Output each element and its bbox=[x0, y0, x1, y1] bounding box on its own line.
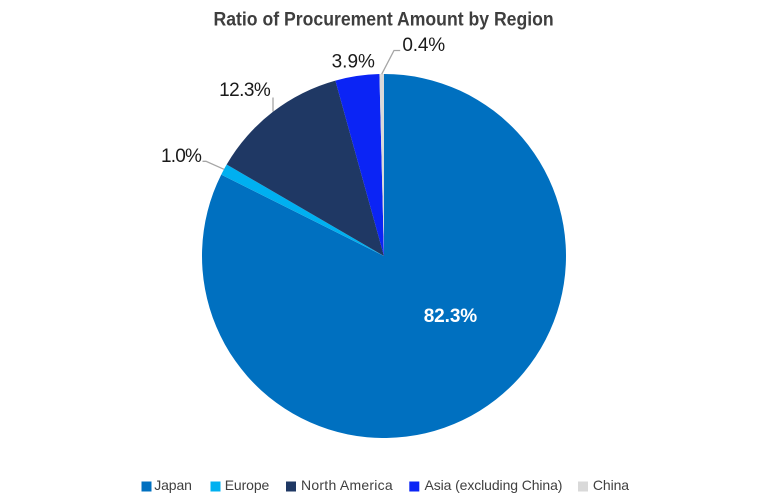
svg-text:82.3%: 82.3% bbox=[424, 306, 478, 327]
svg-text:3.9%: 3.9% bbox=[332, 52, 375, 73]
svg-text:1.0%: 1.0% bbox=[161, 146, 202, 167]
svg-text:Asia (excluding China): Asia (excluding China) bbox=[425, 477, 563, 493]
svg-text:12.3%: 12.3% bbox=[219, 80, 271, 101]
svg-text:Ratio of Procurement Amount by: Ratio of Procurement Amount by Region bbox=[214, 8, 554, 30]
svg-text:North America: North America bbox=[301, 477, 393, 493]
svg-text:Japan: Japan bbox=[154, 477, 192, 493]
svg-text:China: China bbox=[593, 477, 629, 493]
svg-text:0.4%: 0.4% bbox=[402, 35, 445, 56]
svg-text:Europe: Europe bbox=[225, 477, 270, 493]
